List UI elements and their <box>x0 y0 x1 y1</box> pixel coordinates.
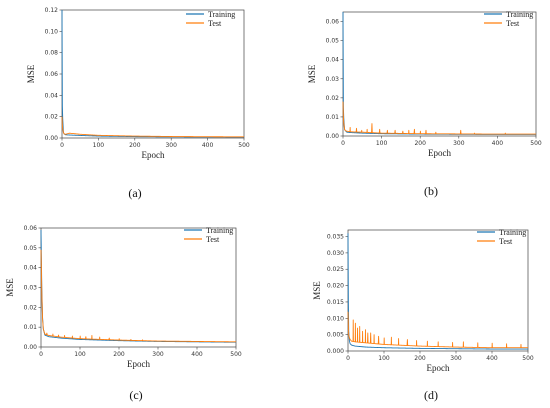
y-tick-label: 0.025 <box>327 266 344 273</box>
x-tick-label: 200 <box>414 355 426 362</box>
y-tick-label: 0.08 <box>45 50 59 57</box>
x-tick-label: 200 <box>414 140 426 147</box>
x-axis-label: Epoch <box>127 359 150 369</box>
x-tick-label: 0 <box>60 142 64 149</box>
x-tick-label: 500 <box>238 142 250 149</box>
chart-panel-4: 0 100 200 300 400 500 0.000 0.005 0.010 0.015 0.02… <box>312 228 534 402</box>
x-tick-label: 100 <box>378 355 390 362</box>
y-tick-label: 0.010 <box>327 315 344 322</box>
x-tick-label: 0 <box>39 351 43 358</box>
y-tick-label: 0.015 <box>327 299 344 306</box>
plot-frame <box>347 229 529 352</box>
x-tick-label: 500 <box>522 355 534 362</box>
y-tick-label: 0.06 <box>24 225 38 232</box>
legend-label-training: Training <box>499 228 526 237</box>
y-tick-label: 0.05 <box>24 245 38 252</box>
x-tick-label: 300 <box>165 142 177 149</box>
panel-caption: (b) <box>424 184 438 198</box>
legend-label-training: Training <box>506 10 533 19</box>
y-tick-label: 0.04 <box>24 265 38 272</box>
x-tick-label: 400 <box>486 355 498 362</box>
y-tick-label: 0.02 <box>326 95 340 102</box>
x-tick-label: 200 <box>113 351 125 358</box>
x-tick-label: 300 <box>152 351 164 358</box>
series-line-training <box>347 233 528 350</box>
series-line-test <box>342 101 536 135</box>
plot-frame <box>40 227 237 348</box>
y-tick-label: 0.03 <box>24 285 38 292</box>
chart-panel-3: 0 100 200 300 400 500 0.00 0.01 0.02 0.03 0.04 0.05… <box>5 225 242 402</box>
series-line-training <box>40 229 237 343</box>
legend-label-test: Test <box>506 19 520 28</box>
y-axis-label: MSE <box>5 278 15 297</box>
y-tick-label: 0.04 <box>45 92 59 99</box>
x-tick-label: 0 <box>341 140 345 147</box>
y-tick-label: 0.030 <box>327 250 344 257</box>
y-tick-label: 0.06 <box>326 19 340 26</box>
chart-panel-1: 0 100 200 300 400 500 0.00 0.02 0.04 0.06 0.08 0.10… <box>26 7 250 200</box>
series-line-test <box>61 116 245 138</box>
y-tick-label: 0.02 <box>24 304 38 311</box>
y-tick-label: 0.00 <box>45 135 59 142</box>
series-line-training <box>342 11 536 135</box>
y-tick-label: 0.03 <box>326 76 340 83</box>
chart-panel-2: 0 100 200 300 400 500 0.00 0.01 0.02 0.03 0.04 0.05… <box>307 10 542 198</box>
x-tick-label: 300 <box>450 355 462 362</box>
y-tick-label: 0.10 <box>45 28 59 35</box>
y-tick-label: 0.04 <box>326 57 340 64</box>
series-line-test <box>40 249 236 343</box>
y-tick-label: 0.12 <box>45 7 59 14</box>
plot-frame <box>342 11 537 137</box>
y-tick-label: 0.01 <box>326 114 340 121</box>
x-axis-label: Epoch <box>142 150 165 160</box>
y-tick-label: 0.01 <box>24 324 38 331</box>
x-tick-label: 400 <box>492 140 504 147</box>
x-tick-label: 500 <box>530 140 542 147</box>
x-tick-label: 200 <box>129 142 141 149</box>
y-axis-label: MSE <box>26 64 36 83</box>
x-tick-label: 100 <box>376 140 388 147</box>
x-tick-label: 300 <box>453 140 465 147</box>
legend-label-test: Test <box>208 19 222 28</box>
legend-label-test: Test <box>499 237 513 246</box>
panel-caption: (c) <box>129 388 142 402</box>
y-axis-label: MSE <box>307 64 317 83</box>
x-tick-label: 500 <box>230 351 242 358</box>
y-tick-label: 0.035 <box>327 234 344 241</box>
panel-caption: (a) <box>128 186 141 200</box>
legend-label-training: Training <box>206 226 233 235</box>
series-line-test <box>347 311 528 349</box>
x-tick-label: 100 <box>74 351 86 358</box>
x-axis-label: Epoch <box>427 363 450 373</box>
legend-label-training: Training <box>208 10 235 19</box>
y-tick-label: 0.00 <box>326 133 340 140</box>
x-axis-label: Epoch <box>428 148 451 158</box>
legend-label-test: Test <box>206 235 220 244</box>
y-tick-label: 0.02 <box>45 114 59 121</box>
y-tick-label: 0.06 <box>45 71 59 78</box>
y-tick-label: 0.00 <box>24 344 38 351</box>
y-tick-label: 0.005 <box>327 332 344 339</box>
plot-frame <box>61 9 245 139</box>
x-tick-label: 100 <box>93 142 105 149</box>
x-tick-label: 400 <box>191 351 203 358</box>
y-axis-label: MSE <box>312 281 322 300</box>
y-tick-label: 0.05 <box>326 38 340 45</box>
y-tick-label: 0.020 <box>327 283 344 290</box>
y-tick-label: 0.000 <box>327 348 344 355</box>
series-line-training <box>61 9 244 138</box>
x-tick-label: 0 <box>346 355 350 362</box>
x-tick-label: 400 <box>202 142 214 149</box>
panel-caption: (d) <box>424 388 438 402</box>
